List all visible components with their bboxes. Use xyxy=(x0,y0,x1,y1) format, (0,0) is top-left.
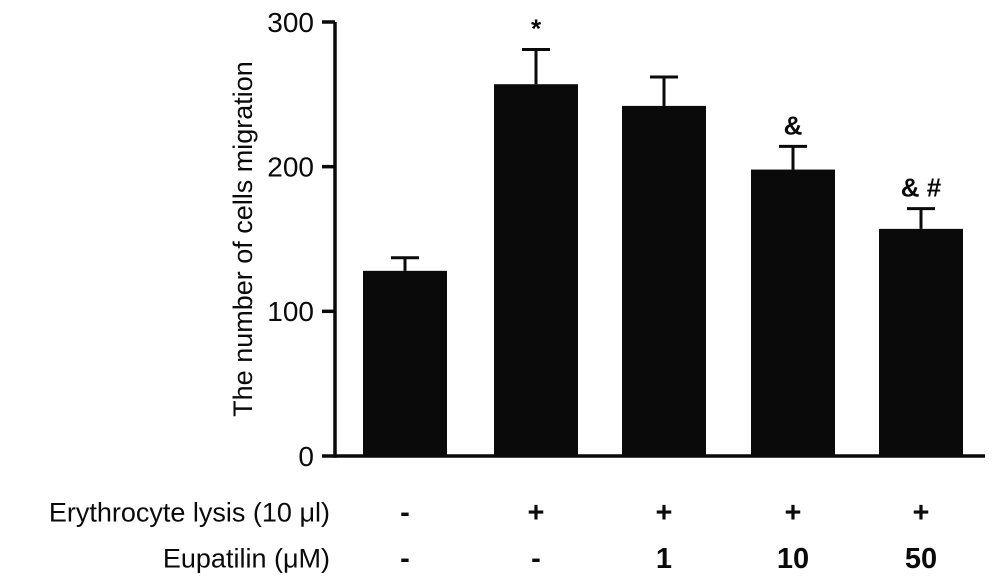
row-value: 50 xyxy=(905,543,937,575)
row-value: 1 xyxy=(656,543,672,575)
bar xyxy=(363,270,447,456)
bar-annotation: * xyxy=(531,13,542,43)
bar xyxy=(751,169,835,456)
row-value: - xyxy=(400,543,410,575)
row-value: + xyxy=(656,497,673,529)
row-value: - xyxy=(531,543,541,575)
y-tick-label: 100 xyxy=(267,296,314,327)
y-axis-label: The number of cells migration xyxy=(228,61,258,417)
row-label: Erythrocyte lysis (10 μl) xyxy=(49,497,330,527)
row-value: - xyxy=(400,497,410,529)
y-tick-label: 200 xyxy=(267,151,314,182)
bar xyxy=(622,105,706,456)
bar-annotation: & xyxy=(784,110,803,140)
row-value: + xyxy=(785,497,802,529)
row-value: + xyxy=(528,497,545,529)
bar xyxy=(879,228,963,456)
row-value: + xyxy=(913,497,930,529)
bar xyxy=(494,84,578,456)
bar-annotation: & # xyxy=(901,173,942,203)
y-tick-label: 0 xyxy=(298,441,314,472)
y-tick-label: 300 xyxy=(267,7,314,38)
row-label: Eupatilin (μM) xyxy=(163,543,330,573)
row-value: 10 xyxy=(777,543,809,575)
